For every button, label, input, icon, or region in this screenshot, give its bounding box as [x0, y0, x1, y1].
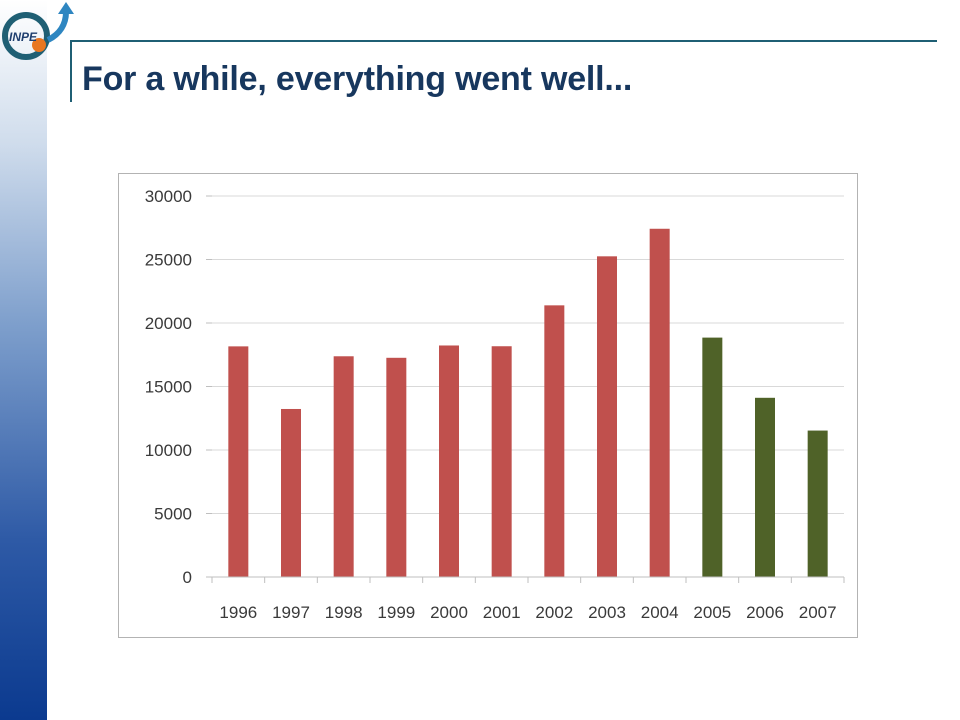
logo-text: INPE: [9, 30, 38, 44]
y-tick-label: 30000: [145, 187, 192, 206]
title-rule: [70, 40, 72, 102]
header-rule: [70, 40, 937, 42]
bar-chart: 0 5000 10000 15000 20000 25000 30000 1996 1997 19…: [118, 173, 858, 638]
x-tick-label: 2003: [588, 603, 626, 622]
bar-1996: [228, 346, 249, 577]
bar-2002: [544, 305, 565, 577]
label-layer: 0 5000 10000 15000 20000 25000 30000 1996 1997 19…: [145, 187, 837, 622]
logo-arrow-stem: [46, 11, 69, 43]
bar-1997: [281, 408, 301, 577]
bar-2004: [649, 228, 670, 577]
y-tick-label: 25000: [145, 251, 192, 270]
x-tick-label: 2002: [535, 603, 573, 622]
chart-svg: 0 5000 10000 15000 20000 25000 30000 1996 1997 19…: [145, 187, 845, 622]
bar-2001: [491, 346, 512, 577]
inpe-logo: INPE: [2, 2, 74, 60]
y-tick-label: 0: [183, 568, 192, 587]
y-tick-label: 20000: [145, 314, 192, 333]
x-tick-label: 2001: [483, 603, 521, 622]
x-tick-label: 2000: [430, 603, 468, 622]
grid-layer: [212, 195, 844, 514]
axis-layer: [206, 195, 845, 583]
bar-2006: [755, 397, 775, 577]
bar-1999: [386, 357, 407, 577]
bar-1998: [333, 356, 354, 577]
x-tick-label: 2007: [799, 603, 837, 622]
y-tick-label: 10000: [145, 441, 192, 460]
bar-2007: [807, 430, 828, 577]
bar-2003: [597, 256, 617, 577]
bar-2005: [702, 337, 723, 577]
x-tick-label: 2004: [641, 603, 679, 622]
x-tick-label: 1996: [219, 603, 257, 622]
x-tick-label: 1997: [272, 603, 310, 622]
bar-layer: [228, 228, 828, 577]
logo-ring: [2, 12, 50, 60]
x-tick-label: 1999: [377, 603, 415, 622]
y-tick-label: 5000: [154, 505, 192, 524]
bar-2000: [439, 345, 459, 577]
x-tick-label: 2005: [693, 603, 731, 622]
x-tick-label: 1998: [325, 603, 363, 622]
y-tick-label: 15000: [145, 378, 192, 397]
slide-title: For a while, everything went well...: [82, 60, 633, 98]
logo-dot: [32, 38, 46, 52]
logo-arrow-head: [58, 2, 74, 14]
side-gradient-bar: [0, 0, 47, 720]
x-tick-label: 2006: [746, 603, 784, 622]
